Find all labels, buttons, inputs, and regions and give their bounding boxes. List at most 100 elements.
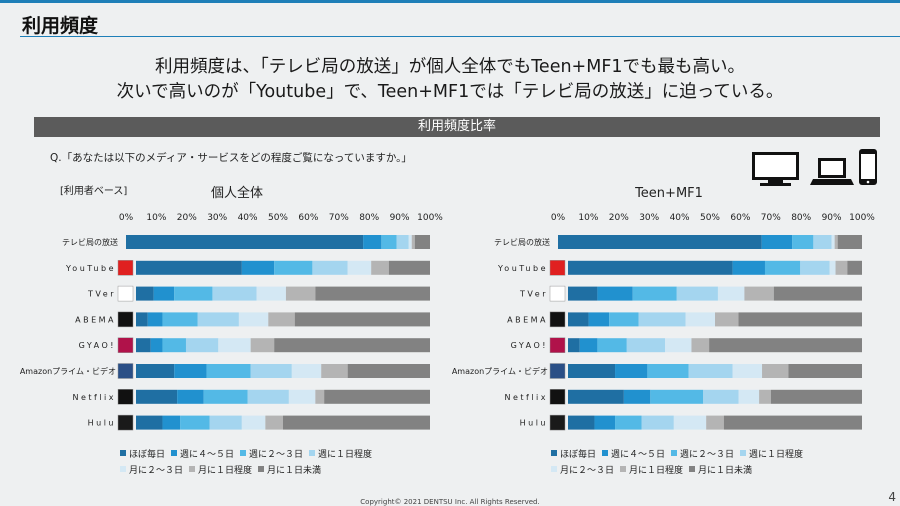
survey-question: Q.「あなたは以下のメディア・サービスをどの程度ご覧になっていますか。」 bbox=[50, 152, 412, 164]
bar-segment bbox=[594, 415, 616, 430]
tick-label: 90% bbox=[822, 213, 842, 223]
bar-segment bbox=[685, 312, 715, 327]
legend-teen-mf1: ほぼ毎日 週に４～５日 週に２～３日 週に１日程度 月に２～３日 月に１日程度 月に１日未… bbox=[551, 447, 809, 479]
legend-swatch bbox=[689, 466, 696, 472]
legend-item: 週に１日程度 bbox=[309, 447, 372, 460]
bar-segment bbox=[800, 260, 830, 275]
category-label: ABEMA bbox=[507, 315, 548, 324]
bar-segment bbox=[136, 286, 154, 301]
tick-label: 20% bbox=[177, 213, 197, 223]
legend-item: 月に１日程度 bbox=[620, 463, 683, 476]
bar-segment bbox=[597, 338, 627, 353]
category-label: Netflix bbox=[504, 393, 548, 402]
legend-item: 月に１日未満 bbox=[258, 463, 321, 476]
page-number: 4 bbox=[888, 490, 896, 504]
bar-segment bbox=[691, 338, 710, 353]
bar-segment bbox=[706, 415, 724, 430]
category-label: YouTube bbox=[65, 264, 116, 273]
bar-segment bbox=[813, 235, 832, 249]
device-icons bbox=[752, 149, 877, 186]
bar-segment bbox=[676, 286, 718, 301]
copyright: Copyright© 2021 DENTSU Inc. All Rights R… bbox=[360, 498, 540, 506]
bar-segment bbox=[288, 389, 316, 404]
category-label: Hulu bbox=[520, 419, 548, 428]
legend-label: 週に１日程度 bbox=[318, 450, 373, 460]
bar-segment bbox=[732, 364, 763, 378]
bar-segment bbox=[408, 235, 412, 249]
bar-segment bbox=[715, 312, 739, 327]
tick-label: 80% bbox=[791, 213, 811, 223]
bar-segment bbox=[347, 260, 372, 275]
tick-label: 90% bbox=[390, 213, 410, 223]
bar-segment bbox=[568, 260, 733, 275]
bar-segment bbox=[732, 260, 765, 275]
bar-segment bbox=[185, 338, 219, 353]
legend-item: 週に１日程度 bbox=[740, 447, 803, 460]
bar-segment bbox=[626, 338, 666, 353]
bar-segment bbox=[597, 286, 633, 301]
legend-row: 月に２～３日 月に１日程度 月に１日未満 bbox=[120, 463, 378, 479]
service-logo-icon bbox=[549, 414, 566, 431]
service-logo-icon bbox=[117, 363, 134, 379]
legend-swatch bbox=[671, 450, 678, 456]
bar-segment bbox=[568, 415, 595, 430]
category-label: Amazonプライム・ビデオ bbox=[20, 366, 116, 376]
legend-item: ほぼ毎日 bbox=[551, 447, 596, 460]
bar-segment bbox=[773, 286, 862, 301]
legend-swatch bbox=[240, 450, 247, 456]
bar-segment bbox=[315, 286, 430, 301]
bar-segment bbox=[615, 364, 648, 378]
category-label: YouTube bbox=[497, 264, 548, 273]
bar-segment bbox=[788, 364, 862, 378]
bar-segment bbox=[623, 389, 651, 404]
legend-label: 月に１日程度 bbox=[629, 466, 684, 476]
section-title-bar: 利用頻度比率 bbox=[34, 117, 880, 137]
bar-segment bbox=[321, 364, 348, 378]
bar-segment bbox=[738, 312, 862, 327]
tick-label: 50% bbox=[268, 213, 288, 223]
service-logo-icon bbox=[549, 337, 566, 353]
bar-segment bbox=[609, 312, 639, 327]
bar-segment bbox=[588, 312, 610, 327]
base-label: [利用者ベース] bbox=[60, 186, 128, 197]
tick-label: 40% bbox=[238, 213, 258, 223]
bar-segment bbox=[241, 260, 275, 275]
tick-label: 60% bbox=[298, 213, 318, 223]
tick-label: 60% bbox=[730, 213, 750, 223]
bar-segment bbox=[632, 286, 677, 301]
category-label: TVer bbox=[87, 290, 116, 299]
bar-segment bbox=[764, 260, 801, 275]
bar-segment bbox=[837, 235, 862, 249]
bar-segment bbox=[324, 389, 430, 404]
bar-segment bbox=[792, 235, 814, 249]
service-logo-icon bbox=[117, 337, 134, 353]
legend-item: 週に４～５日 bbox=[171, 447, 234, 460]
bar-segment bbox=[744, 286, 774, 301]
bar-segment bbox=[568, 389, 624, 404]
legend-swatch bbox=[602, 450, 609, 456]
bar-segment bbox=[831, 235, 835, 249]
bar-segment bbox=[738, 389, 760, 404]
legend-label: 月に１日程度 bbox=[198, 466, 253, 476]
legend-label: 月に２～３日 bbox=[129, 466, 184, 476]
bar-segment bbox=[647, 364, 689, 378]
legend-item: 週に２～３日 bbox=[671, 447, 734, 460]
bar-segment bbox=[770, 389, 862, 404]
headline: 利用頻度は、「テレビ局の放送」が個人全体でもTeen+MF1でも最も高い。 次い… bbox=[0, 55, 900, 105]
legend-label: 週に１日程度 bbox=[749, 450, 804, 460]
legend-swatch bbox=[309, 450, 316, 456]
headline-line-1: 利用頻度は、「テレビ局の放送」が個人全体でもTeen+MF1でも最も高い。 bbox=[154, 57, 746, 77]
bar-segment bbox=[615, 415, 642, 430]
legend-label: 週に２～３日 bbox=[249, 450, 304, 460]
service-logo-icon bbox=[549, 363, 566, 379]
bar-segment bbox=[250, 364, 292, 378]
category-label: テレビ局の放送 bbox=[62, 237, 118, 247]
bar-segment bbox=[136, 260, 242, 275]
bar-segment bbox=[688, 364, 733, 378]
tick-label: 70% bbox=[329, 213, 349, 223]
bar-segment bbox=[274, 338, 430, 353]
bar-segment bbox=[291, 364, 322, 378]
legend-swatch bbox=[258, 466, 265, 472]
service-logo-icon bbox=[117, 285, 134, 302]
top-accent-line bbox=[0, 0, 900, 3]
